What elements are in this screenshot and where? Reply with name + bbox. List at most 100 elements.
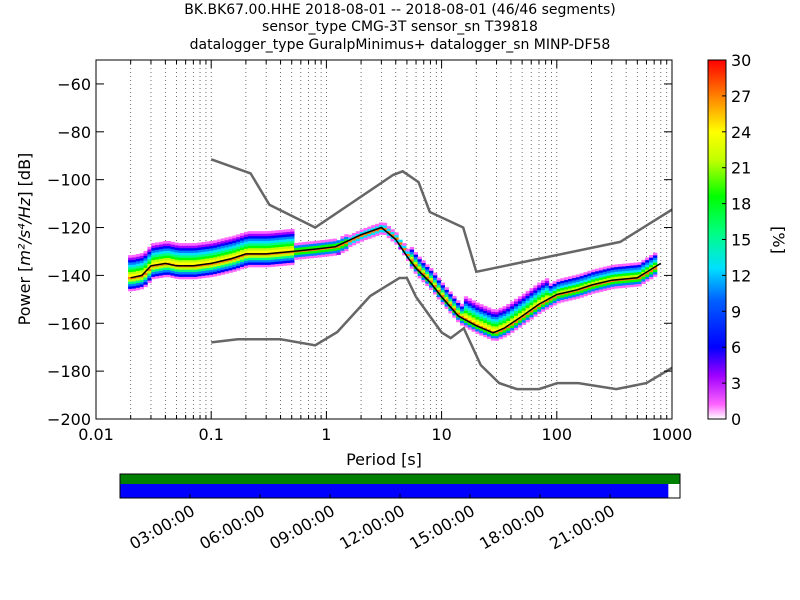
histogram-cell bbox=[274, 242, 280, 245]
histogram-cell bbox=[178, 267, 183, 270]
histogram-cell bbox=[213, 252, 218, 255]
histogram-cell bbox=[517, 296, 523, 299]
histogram-cell bbox=[274, 232, 280, 236]
histogram-cell bbox=[625, 263, 631, 266]
histogram-cell bbox=[490, 311, 496, 315]
histogram-cell bbox=[625, 284, 631, 288]
chart-title-line1: BK.BK67.00.HHE 2018-08-01 -- 2018-08-01 … bbox=[184, 2, 616, 18]
histogram-cell bbox=[224, 263, 229, 267]
histogram-cell bbox=[479, 328, 484, 331]
histogram-cell bbox=[575, 286, 581, 290]
histogram-cell bbox=[483, 332, 488, 335]
histogram-cell bbox=[197, 252, 202, 255]
histogram-cell bbox=[506, 318, 511, 321]
y-axis-ticks: −60 −80 −100 −120 −140 −160 −180 −200 bbox=[47, 75, 672, 429]
histogram-cell bbox=[143, 253, 148, 256]
histogram-cell bbox=[498, 319, 503, 323]
histogram-cell bbox=[189, 274, 195, 277]
histogram-cell bbox=[263, 233, 268, 237]
histogram-cell bbox=[170, 272, 175, 276]
histogram-cell bbox=[301, 251, 307, 255]
histogram-cell bbox=[224, 266, 229, 269]
histogram-cell bbox=[379, 224, 384, 228]
histogram-cell bbox=[305, 256, 310, 259]
ppsd-histogram bbox=[128, 222, 658, 341]
histogram-cell bbox=[216, 258, 222, 262]
histogram-cell bbox=[622, 270, 627, 274]
histogram-cell bbox=[425, 264, 430, 267]
histogram-cell bbox=[598, 289, 604, 292]
histogram-cell bbox=[209, 250, 214, 254]
histogram-cell bbox=[517, 324, 523, 328]
histogram-cell bbox=[463, 308, 469, 311]
histogram-cell bbox=[494, 311, 499, 315]
histogram-cell bbox=[197, 271, 202, 274]
histogram-cell bbox=[147, 254, 152, 257]
histogram-cell bbox=[267, 255, 272, 258]
histogram-cell bbox=[228, 241, 233, 245]
histogram-cell bbox=[475, 328, 480, 332]
histogram-cell bbox=[595, 287, 600, 291]
histogram-cell bbox=[197, 247, 202, 250]
histogram-cell bbox=[197, 261, 202, 265]
histogram-cell bbox=[463, 325, 469, 328]
histogram-cell bbox=[174, 266, 179, 270]
histogram-cell bbox=[598, 272, 604, 276]
histogram-cell bbox=[479, 304, 484, 307]
coverage-tick-label: 09:00:00 bbox=[266, 501, 338, 553]
histogram-cell bbox=[243, 246, 249, 249]
histogram-cell bbox=[502, 306, 507, 309]
histogram-cell bbox=[514, 308, 519, 311]
histogram-cell bbox=[259, 243, 264, 246]
histogram-cell bbox=[417, 261, 422, 264]
histogram-cell bbox=[548, 290, 554, 294]
histogram-cell bbox=[510, 315, 515, 319]
histogram-cell bbox=[587, 285, 592, 288]
histogram-cell bbox=[321, 252, 326, 255]
histogram-cell bbox=[135, 258, 141, 262]
histogram-cell bbox=[186, 259, 191, 263]
histogram-cell bbox=[460, 318, 465, 321]
histogram-cell bbox=[232, 238, 237, 241]
histogram-cell bbox=[224, 247, 229, 250]
histogram-cell bbox=[236, 241, 241, 245]
histogram-cell bbox=[525, 290, 530, 294]
noise-model-low bbox=[211, 276, 672, 391]
histogram-cell bbox=[406, 258, 411, 262]
histogram-cell bbox=[251, 243, 256, 246]
histogram-cell bbox=[598, 284, 604, 288]
histogram-cell bbox=[151, 274, 156, 277]
histogram-cell bbox=[189, 250, 195, 253]
histogram-cell bbox=[186, 245, 191, 249]
histogram-cell bbox=[537, 292, 542, 295]
histogram-cell bbox=[413, 256, 418, 260]
histogram-cell bbox=[622, 282, 627, 286]
histogram-cell bbox=[132, 273, 137, 277]
histogram-cell bbox=[263, 238, 268, 241]
histogram-cell bbox=[332, 241, 337, 244]
coverage-data-strip bbox=[120, 484, 669, 498]
colorbar-label: [%] bbox=[769, 226, 788, 254]
histogram-cell bbox=[155, 275, 160, 279]
histogram-cell bbox=[243, 241, 249, 245]
histogram-cell bbox=[162, 257, 168, 261]
histogram-cell bbox=[255, 238, 260, 241]
histogram-cell bbox=[579, 273, 584, 277]
histogram-cell bbox=[135, 273, 141, 276]
histogram-cell bbox=[224, 261, 229, 265]
histogram-cell bbox=[645, 264, 650, 268]
histogram-cell bbox=[440, 292, 445, 295]
histogram-cell bbox=[413, 259, 418, 262]
histogram-cell bbox=[560, 285, 565, 288]
histogram-cell bbox=[498, 310, 503, 313]
histogram-cell bbox=[382, 232, 388, 235]
histogram-cell bbox=[143, 282, 148, 285]
histogram-cell bbox=[548, 283, 554, 286]
histogram-cell bbox=[641, 264, 646, 268]
histogram-cell bbox=[425, 271, 430, 275]
histogram-cell bbox=[467, 324, 472, 328]
histogram-cell bbox=[568, 297, 573, 301]
histogram-cell bbox=[255, 255, 260, 258]
histogram-cell bbox=[197, 266, 202, 270]
histogram-cell bbox=[425, 273, 430, 277]
